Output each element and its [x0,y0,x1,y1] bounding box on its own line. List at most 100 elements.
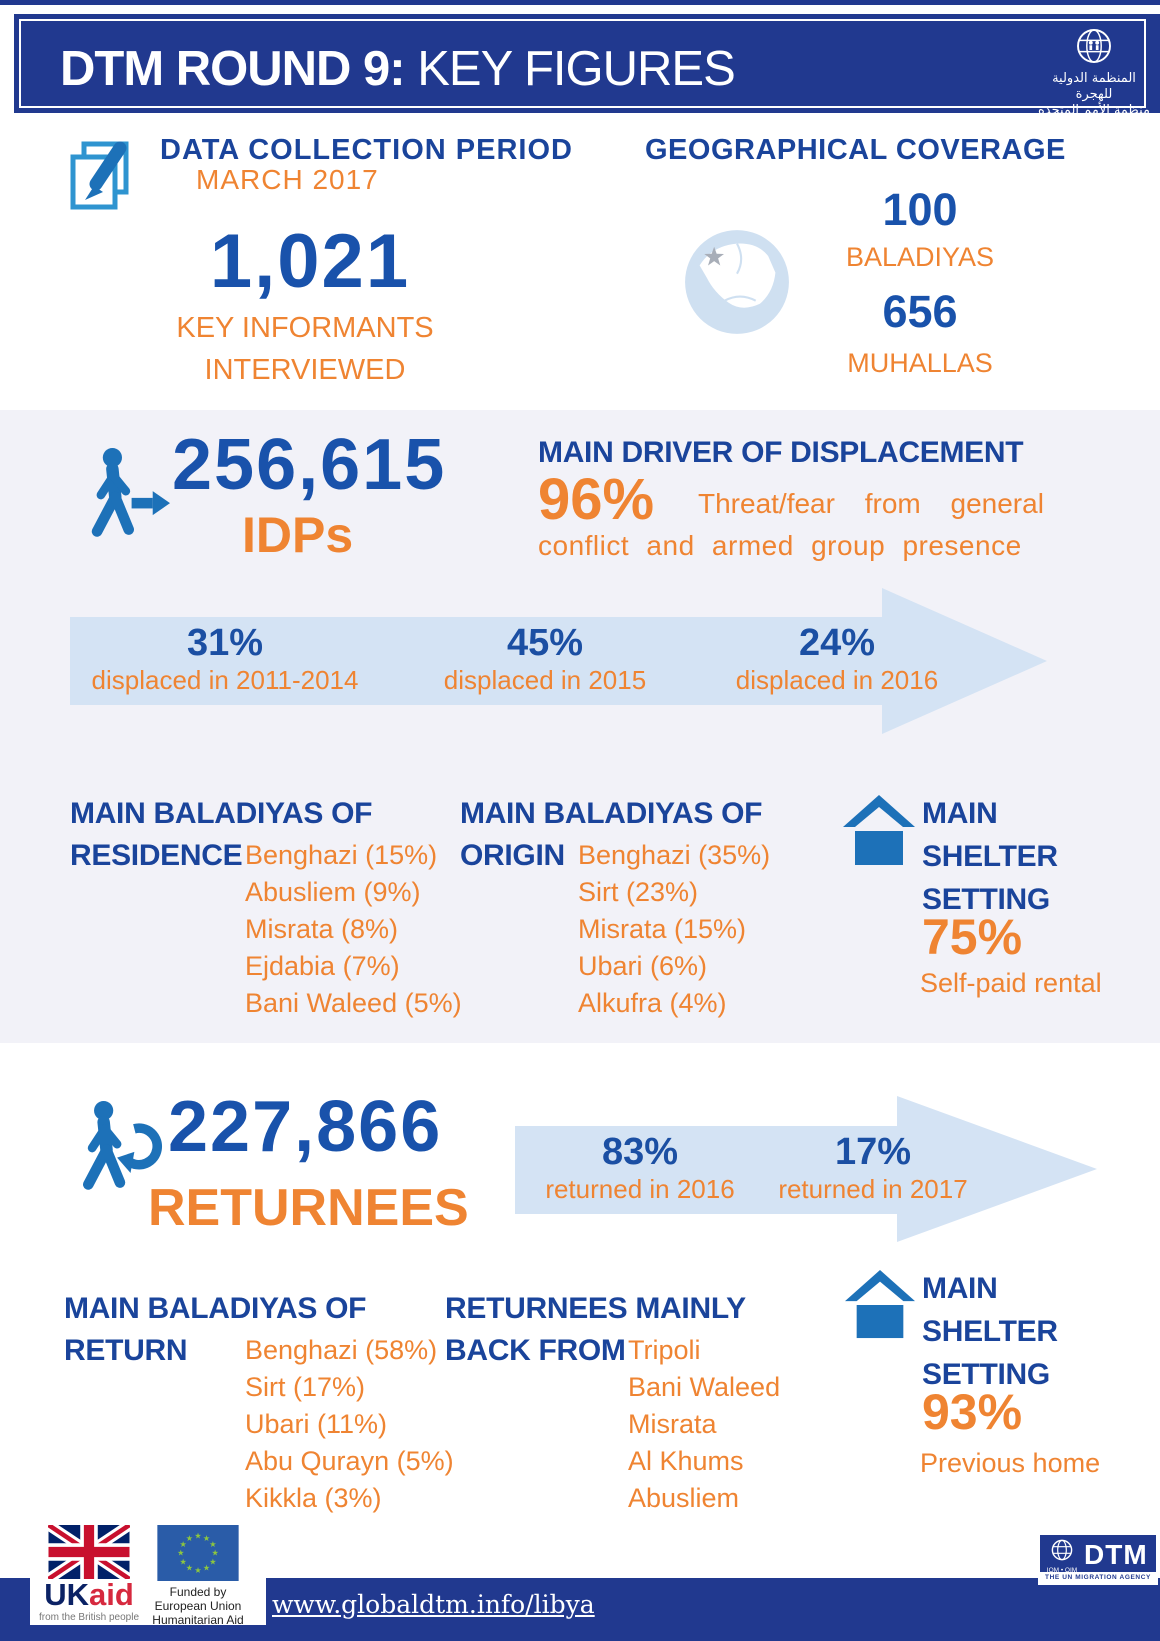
timeline-pct-2: 45% [506,622,584,664]
backfrom-list: Tripoli Bani Waleed Misrata Al Khums Abu… [628,1332,780,1517]
eu-text-line2: European Union [154,1599,242,1613]
svg-text:★: ★ [179,1539,186,1549]
list-item: Benghazi (15%) [245,840,438,870]
key-informants-label-line1: KEY INFORMANTS [176,312,434,344]
residence-heading-line1: MAIN BALADIYAS OF [70,797,373,830]
timeline-item: 24% displaced in 2016 [687,621,987,695]
iom-arabic-line1: المنظمة الدولية للهجرة [1052,71,1136,102]
ukaid-tagline: from the British people [38,1612,140,1623]
data-collection-period: MARCH 2017 [196,164,379,195]
ukaid-aid-text: aid [88,1577,134,1612]
svg-text:★: ★ [179,1556,186,1566]
ukaid-flag-icon [45,1520,133,1584]
driver-line2: conflict and armed group presence [538,530,1022,561]
eu-flag-icon: ★ ★ ★ ★ ★ ★ ★ ★ ★ ★ ★ ★ [156,1525,240,1586]
driver-pct: 96% [538,467,655,532]
svg-text:★: ★ [212,1548,219,1558]
timeline-label-3: displaced in 2016 [735,665,939,695]
list-item: Al Khums [628,1446,744,1476]
coverage-heading: GEOGRAPHICAL COVERAGE [645,134,1066,166]
returnee-timeline-arrow-head [897,1096,1097,1247]
list-item: Sirt (23%) [578,877,699,907]
list-item: Ubari (6%) [578,951,708,981]
header-inner-border [19,19,1146,108]
list-item: Abu Qurayn (5%) [245,1446,454,1476]
svg-text:★: ★ [209,1539,216,1549]
dtm-wordmark: DTM [1084,1539,1148,1570]
shelter2-pct: 93% [922,1384,1023,1440]
return-list: Benghazi (58%) Sirt (17%) Ubari (11%) Ab… [245,1332,454,1517]
baladiyas-label: BALADIYAS [845,242,995,272]
svg-text:★: ★ [177,1548,184,1558]
timeline-label-1: displaced in 2011-2014 [91,665,359,695]
shelter2-heading-line1: MAIN [922,1272,998,1305]
svg-text:★: ★ [203,1533,210,1543]
returnee-label: RETURNEES [148,1179,469,1237]
origin-heading-line2: ORIGIN [460,839,565,872]
idp-timeline-arrow-head [882,588,1047,739]
return-heading-line2: RETURN [64,1334,188,1367]
key-informants-label-line2: INTERVIEWED [204,354,406,386]
shelter2-heading-line3: SETTING [922,1358,1050,1391]
svg-text:★: ★ [186,1533,193,1543]
idp-timeline-arrow-body [70,617,882,705]
returnee-pct-2: 17% [834,1131,912,1173]
residence-heading-line2: RESIDENCE [70,839,243,872]
ukaid-uk-text: UK [44,1577,89,1612]
timeline-item: 83% returned in 2016 [530,1130,750,1204]
list-item: Misrata [628,1409,717,1439]
house-icon [845,1268,915,1347]
ukaid-wordmark: UKaid [38,1579,140,1611]
list-item: Kikkla (3%) [245,1483,382,1513]
eu-text-line3: Humanitarian Aid [152,1613,244,1627]
dtm-tagline: THE UN MIGRATION AGENCY [1040,1572,1156,1583]
eu-funding-text: Funded by European Union Humanitarian Ai… [148,1585,248,1627]
idp-section: 256,615 IDPs MAIN DRIVER OF DISPLACEMENT… [0,410,1160,1043]
driver-line1: Threat/fear from general [698,488,1044,519]
shelter-heading-line2: SHELTER [922,840,1058,873]
svg-text:★: ★ [209,1556,216,1566]
house-icon [843,793,915,874]
shelter2-heading-line2: SHELTER [922,1315,1058,1348]
iom-english-line2: The UN Migration Agency [1045,151,1143,161]
idp-icon [74,446,170,549]
shelter-pct: 75% [922,909,1023,965]
list-item: Misrata (8%) [245,914,399,944]
page-title-light: KEY FIGURES [417,42,736,96]
list-item: Misrata (15%) [578,914,747,944]
shelter-label: Self-paid rental [920,968,1102,998]
timeline-item: 45% displaced in 2015 [395,621,695,695]
iom-arabic-line2: منظمة الأمم المتحدة للهجرة [1038,103,1150,134]
returnee-pct-1: 83% [601,1131,679,1173]
iom-english-line1: International Organization for Migration [1036,141,1160,151]
data-collection-heading: DATA COLLECTION PERIOD [160,134,573,166]
timeline-item: 31% displaced in 2011-2014 [75,621,375,695]
list-item: Bani Waleed [628,1372,781,1402]
top-edge-strip [0,0,1160,5]
eu-text-line1: Funded by [169,1585,227,1599]
returnee-timeline-arrow-body [515,1126,897,1214]
timeline-label-2: displaced in 2015 [443,665,647,695]
svg-text:★: ★ [203,1563,210,1573]
returnee-label-1: returned in 2016 [545,1174,735,1204]
list-item: Bani Waleed (5%) [245,988,462,1018]
list-item: Benghazi (58%) [245,1335,438,1365]
list-item: Alkufra (4%) [578,988,727,1018]
return-heading-line1: MAIN BALADIYAS OF [64,1292,367,1325]
dtm-iom-sub: IOM • OIM [1046,1567,1078,1574]
svg-text:★: ★ [186,1563,193,1573]
page-title: DTM ROUND 9: KEY FIGURES [60,40,736,98]
list-item: Sirt (17%) [245,1372,366,1402]
list-item: Abusliem [628,1483,740,1513]
donor-logos-card: UKaid from the British people ★ ★ ★ ★ ★ ★ ★ ★… [30,1517,266,1627]
residence-list: Benghazi (15%) Abusliem (9%) Misrata (8%… [245,837,462,1022]
dtm-website-link[interactable]: www.globaldtm.info/libya [272,1590,595,1619]
idp-label: IDPs [242,507,354,563]
iom-logo: المنظمة الدولية للهجرة منظمة الأمم المتح… [1036,26,1160,161]
header-band: DTM ROUND 9: KEY FIGURES المنظمة الدولية… [14,14,1160,161]
list-item: Tripoli [628,1335,701,1365]
shelter-heading-line3: SETTING [922,883,1050,916]
baladiyas-value: 100 [882,184,958,235]
timeline-pct-3: 24% [798,622,876,664]
page-title-bold: DTM ROUND 9: [60,42,406,96]
